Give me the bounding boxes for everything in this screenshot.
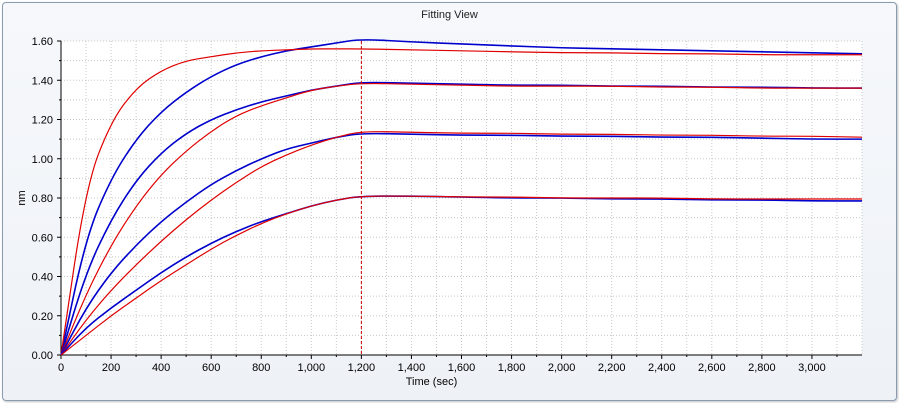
x-tick-label: 3,000 bbox=[798, 362, 826, 374]
x-tick-label: 400 bbox=[152, 362, 170, 374]
x-tick-label: 800 bbox=[252, 362, 270, 374]
fit-curve-7 bbox=[60, 195, 862, 356]
x-tick-label: 1,800 bbox=[498, 362, 526, 374]
window-title: Fitting View bbox=[421, 9, 478, 21]
x-tick-label: 2,000 bbox=[548, 362, 576, 374]
y-tick-label: 0.40 bbox=[32, 272, 53, 284]
measured-curve-4 bbox=[60, 132, 862, 356]
fit-curve-1 bbox=[60, 48, 862, 356]
x-tick-label: 2,200 bbox=[598, 362, 626, 374]
y-tick-label: 0.80 bbox=[32, 193, 53, 205]
fit-curve-5 bbox=[60, 131, 863, 356]
x-tick-label: 1,400 bbox=[398, 362, 426, 374]
x-tick-label: 1,000 bbox=[298, 362, 326, 374]
x-tick-label: 200 bbox=[102, 362, 120, 374]
y-tick-label: 1.60 bbox=[32, 36, 53, 48]
x-tick-label: 600 bbox=[202, 362, 220, 374]
x-axis-title: Time (sec) bbox=[406, 376, 458, 388]
x-tick-label: 2,800 bbox=[748, 362, 776, 374]
y-tick-label: 1.20 bbox=[32, 115, 53, 127]
y-tick-label: 0.20 bbox=[32, 311, 53, 323]
fit-curve-3 bbox=[60, 82, 862, 356]
chart-area: 0.00 0.20 0.40 0.60 0.80 1.00 1.20 1.40 1.60 0 200… bbox=[7, 27, 892, 395]
y-tick-label: 1.00 bbox=[32, 154, 53, 166]
y-axis-title: nm bbox=[16, 190, 28, 205]
y-tick-label: 1.40 bbox=[32, 75, 53, 87]
y-tick-label: 0.00 bbox=[32, 350, 53, 362]
chart-svg: 0.00 0.20 0.40 0.60 0.80 1.00 1.20 1.40 1.60 0 200… bbox=[16, 36, 863, 388]
y-tick-label: 0.60 bbox=[32, 232, 53, 244]
x-tick-label: 1,200 bbox=[348, 362, 376, 374]
x-tick-label: 0 bbox=[58, 362, 64, 374]
x-tick-label: 2,600 bbox=[698, 362, 726, 374]
x-tick-label: 1,600 bbox=[448, 362, 476, 374]
x-tick-label: 2,400 bbox=[648, 362, 676, 374]
measured-curve-0 bbox=[60, 39, 863, 356]
